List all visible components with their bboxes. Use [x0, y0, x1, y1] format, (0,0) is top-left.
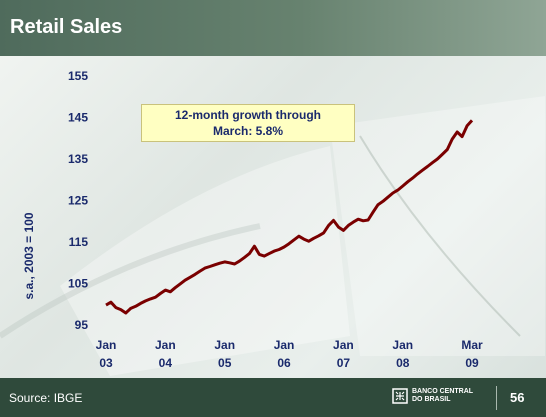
- x-tick-label: Jan: [214, 338, 235, 352]
- x-tick-label: Jan: [333, 338, 354, 352]
- y-tick-label: 145: [68, 111, 88, 125]
- y-tick-label: 115: [69, 235, 89, 249]
- bank-name-line-1: BANCO CENTRAL: [412, 388, 474, 395]
- x-tick-label: 05: [218, 356, 232, 370]
- callout-line-2: March: 5.8%: [212, 124, 284, 138]
- slide-title: Retail Sales: [10, 16, 123, 38]
- x-tick-label: Jan: [96, 338, 117, 352]
- title-bar: Retail Sales: [0, 0, 546, 56]
- x-tick-label: 09: [465, 356, 479, 370]
- y-tick-label: 95: [75, 318, 89, 332]
- x-tick-label: Jan: [274, 338, 295, 352]
- footer-bar: Source: IBGE BANCO CENTRAL DO BRASIL 56: [0, 378, 546, 417]
- x-tick-label: 04: [159, 356, 173, 370]
- x-tick-label: Jan: [155, 338, 176, 352]
- source-note: Source: IBGE: [9, 391, 83, 405]
- x-tick-label: 06: [277, 356, 291, 370]
- growth-callout: 12-month growth through March: 5.8%: [141, 104, 355, 142]
- bank-name: BANCO CENTRAL DO BRASIL: [412, 388, 473, 404]
- plot-area: 95 105 115 125 135 145 155 Jan 03 Jan 04 Jan 05 Jan 06…: [68, 69, 483, 370]
- footer-divider: [496, 386, 497, 410]
- bank-name-line-2: DO BRASIL: [412, 396, 451, 403]
- y-axis-label: s.a., 2003 = 100: [22, 212, 36, 299]
- y-tick-label: 155: [68, 69, 88, 83]
- page-number: 56: [510, 390, 525, 405]
- bank-logo: BANCO CENTRAL DO BRASIL: [392, 388, 473, 404]
- bank-emblem-icon: [392, 388, 408, 404]
- callout-line-1: 12-month growth through: [175, 108, 321, 122]
- x-tick-label: 07: [337, 356, 351, 370]
- y-tick-label: 105: [68, 277, 88, 291]
- x-tick-label: 08: [396, 356, 410, 370]
- retail-sales-series-line: [105, 119, 474, 315]
- x-tick-label: 03: [99, 356, 113, 370]
- y-tick-label: 135: [68, 152, 88, 166]
- line-chart: 95 105 115 125 135 145 155 Jan 03 Jan 04 Jan 05 Jan 06…: [22, 69, 483, 370]
- x-tick-label: Jan: [392, 338, 413, 352]
- x-tick-label: Mar: [461, 338, 483, 352]
- y-tick-label: 125: [68, 194, 88, 208]
- background-watermark: [0, 96, 545, 376]
